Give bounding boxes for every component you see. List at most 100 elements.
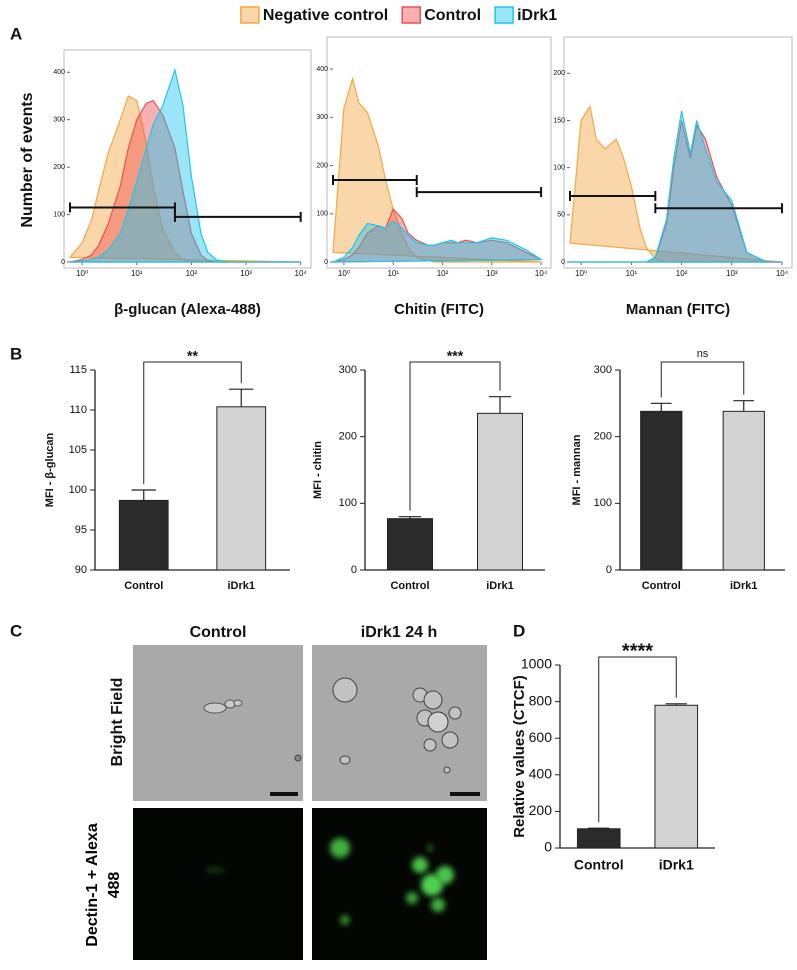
y-tick-label: 0 xyxy=(61,259,65,266)
bar xyxy=(216,406,267,571)
x-tick-label: Control xyxy=(642,580,681,592)
y-axis-label: MFI - β-glucan xyxy=(44,432,56,507)
x-tick-label: 10² xyxy=(676,269,688,278)
legend: Negative control Control iDrk1 xyxy=(240,6,557,24)
x-tick-label: 10³ xyxy=(726,269,738,278)
fluorescence-control xyxy=(133,808,303,960)
x-tick-label: 10⁰ xyxy=(76,269,88,278)
row-label-box: Dectin-1 + Alexa 488 xyxy=(84,823,123,947)
y-tick-label: 200 xyxy=(553,70,565,77)
y-tick-label: 300 xyxy=(339,364,357,376)
y-tick-label: 200 xyxy=(316,162,328,169)
y-tick-label: 0 xyxy=(606,564,612,576)
y-tick-label: 115 xyxy=(69,364,87,376)
x-tick-label: 10⁴ xyxy=(776,269,789,278)
plot-frame xyxy=(63,49,312,269)
legend-label: Negative control xyxy=(263,7,388,24)
y-tick-label: 100 xyxy=(69,484,87,496)
significance-bracket xyxy=(143,361,242,484)
bar xyxy=(654,704,699,849)
x-tick-label: 10² xyxy=(186,269,198,278)
y-tick-label: 200 xyxy=(594,431,612,443)
plot-frame xyxy=(326,36,552,269)
x-tick-label: Control xyxy=(124,580,163,592)
legend-label: iDrk1 xyxy=(517,7,557,24)
y-tick-label: 200 xyxy=(339,431,357,443)
bar xyxy=(722,410,765,571)
y-tick-label: 300 xyxy=(316,114,328,121)
x-tick-label: 10¹ xyxy=(626,269,638,278)
y-tick-label: 1000 xyxy=(521,656,552,672)
panel-label: C xyxy=(10,621,22,640)
y-tick-label: 50 xyxy=(557,212,565,219)
y-tick-label: 150 xyxy=(553,117,565,124)
bar xyxy=(477,412,523,571)
x-tick-label: 10⁰ xyxy=(338,269,350,278)
fluorescence-idrk1 xyxy=(312,808,487,960)
panel-label: B xyxy=(10,344,22,363)
y-tick-label: 800 xyxy=(529,692,553,708)
plot-frame xyxy=(563,36,793,269)
y-tick-label: 95 xyxy=(75,524,87,536)
bar xyxy=(387,518,433,571)
y-tick-label: 200 xyxy=(529,802,553,818)
x-tick-label: 10⁴ xyxy=(535,269,548,278)
y-tick-label: 400 xyxy=(529,766,553,782)
significance-label: **** xyxy=(622,640,653,662)
bar xyxy=(118,499,169,571)
y-tick-label: 0 xyxy=(544,839,552,855)
x-tick-label: iDrk1 xyxy=(659,857,694,873)
x-tick-label: 10¹ xyxy=(131,269,143,278)
x-tick-label: 10¹ xyxy=(387,269,399,278)
histogram-area xyxy=(69,67,301,263)
significance-label: ns xyxy=(697,348,709,360)
x-axis-label: β-glucan (Alexa-488) xyxy=(114,301,261,318)
y-tick-label: 400 xyxy=(316,66,328,73)
y-tick-label: 100 xyxy=(553,164,565,171)
panel-label: A xyxy=(10,24,22,43)
bright-field-idrk1 xyxy=(312,645,487,801)
y-axis-label: MFI - chitin xyxy=(312,441,324,499)
y-tick-label: 100 xyxy=(339,497,357,509)
x-tick-label: iDrk1 xyxy=(730,580,758,592)
x-tick-label: Control xyxy=(390,580,429,592)
row-label: Dectin-1 + Alexa 488 xyxy=(84,823,123,947)
significance-label: *** xyxy=(447,348,464,364)
y-tick-label: 100 xyxy=(316,211,328,218)
y-tick-label: 100 xyxy=(53,211,65,218)
y-tick-label: 90 xyxy=(75,564,87,576)
y-tick-label: 200 xyxy=(53,164,65,171)
significance-bracket xyxy=(598,656,677,823)
x-tick-label: 10³ xyxy=(240,269,252,278)
x-tick-label: iDrk1 xyxy=(227,580,255,592)
y-tick-label: 105 xyxy=(69,444,87,456)
y-tick-label: 300 xyxy=(53,117,65,124)
x-tick-label: 10² xyxy=(437,269,449,278)
legend-swatch xyxy=(401,6,421,24)
y-tick-label: 600 xyxy=(529,729,553,745)
bar xyxy=(640,410,683,571)
x-axis-label: Mannan (FITC) xyxy=(626,301,730,318)
x-tick-label: 10³ xyxy=(486,269,498,278)
x-tick-label: 10⁴ xyxy=(295,269,308,278)
legend-label: Control xyxy=(424,7,481,24)
y-axis-label: Relative values (CTCF) xyxy=(511,675,528,838)
y-tick-label: 100 xyxy=(594,497,612,509)
y-tick-label: 0 xyxy=(324,259,328,266)
significance-label: ** xyxy=(187,348,198,364)
significance-bracket xyxy=(660,361,745,398)
panel-label: D xyxy=(513,621,525,640)
y-tick-label: 0 xyxy=(351,564,357,576)
y-axis-label: Number of events xyxy=(19,92,36,227)
legend-swatch xyxy=(240,6,260,24)
y-tick-label: 110 xyxy=(69,404,87,416)
significance-bracket xyxy=(409,361,501,511)
y-axis-label: MFI - mannan xyxy=(571,434,583,505)
y-tick-label: 0 xyxy=(561,259,565,266)
x-axis-label: Chitin (FITC) xyxy=(394,301,484,318)
y-tick-label: 400 xyxy=(53,69,65,76)
column-label: Control xyxy=(190,624,247,641)
column-label: iDrk1 24 h xyxy=(361,624,437,641)
